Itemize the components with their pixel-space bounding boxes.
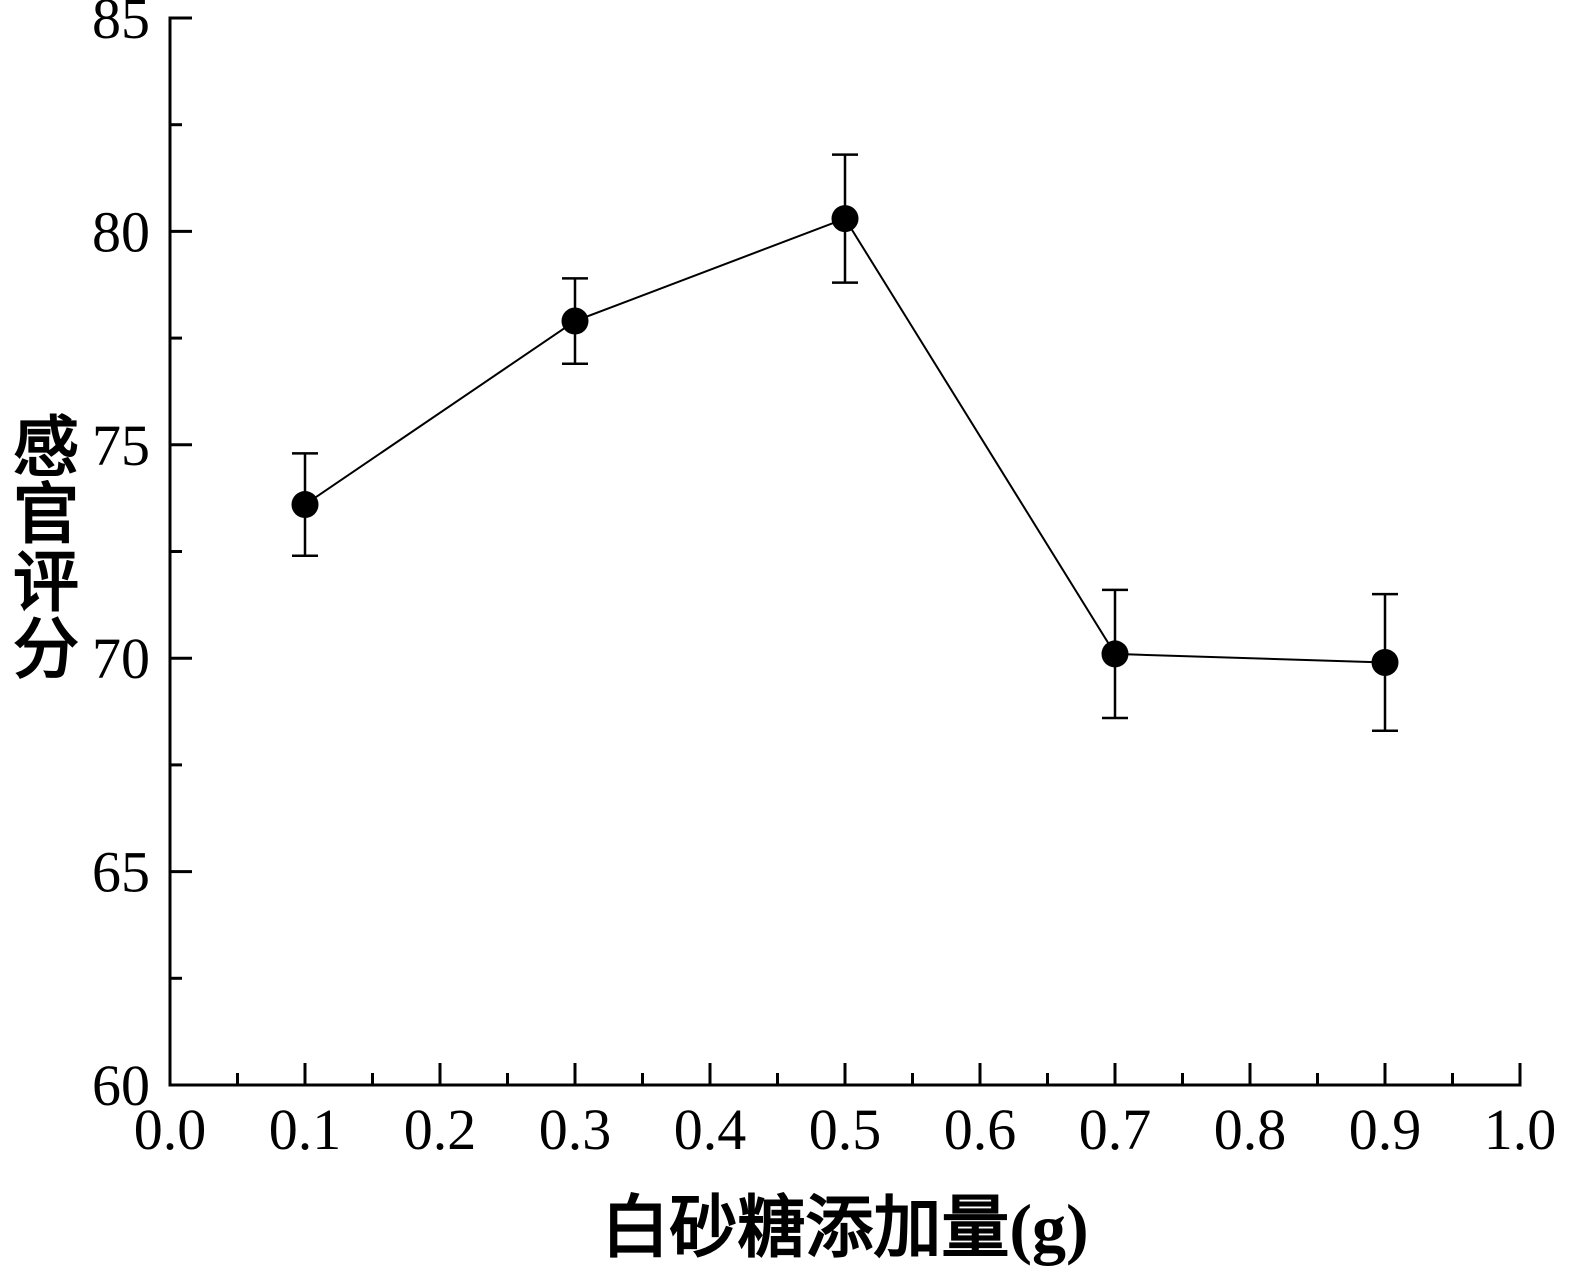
svg-text:0.5: 0.5 [809,1097,882,1162]
data-line [304,217,1386,664]
svg-text:70: 70 [92,626,150,691]
svg-text:0.9: 0.9 [1349,1097,1422,1162]
svg-text:0.8: 0.8 [1214,1097,1287,1162]
svg-text:0.0: 0.0 [134,1097,207,1162]
svg-text:0.3: 0.3 [539,1097,612,1162]
data-point-marker [291,491,319,519]
data-point-marker [1371,648,1399,676]
ticks [168,16,1522,1087]
svg-text:75: 75 [92,413,150,478]
svg-text:0.7: 0.7 [1079,1097,1152,1162]
data-point-marker [561,307,589,335]
error-bars [292,153,1398,733]
svg-text:85: 85 [92,0,150,51]
svg-text:0.4: 0.4 [674,1097,747,1162]
x-axis-title: 白砂糖添加量(g) [601,1190,1089,1266]
tick-labels: 0.0 0.1 0.2 0.3 0.4 0.5 0.6 0.7 0.8 0.9 1.0 60 65 70 7… [92,0,1556,1162]
data-points [291,205,1399,676]
svg-text:0.2: 0.2 [404,1097,477,1162]
data-point-marker [1101,640,1129,668]
svg-text:60: 60 [92,1053,150,1118]
svg-text:0.6: 0.6 [944,1097,1017,1162]
data-point-marker [831,205,859,233]
svg-text:65: 65 [92,840,150,905]
svg-text:0.1: 0.1 [269,1097,342,1162]
y-axis-title: 感官评分 [13,412,79,687]
svg-text:1.0: 1.0 [1484,1097,1557,1162]
svg-text:80: 80 [92,199,150,264]
